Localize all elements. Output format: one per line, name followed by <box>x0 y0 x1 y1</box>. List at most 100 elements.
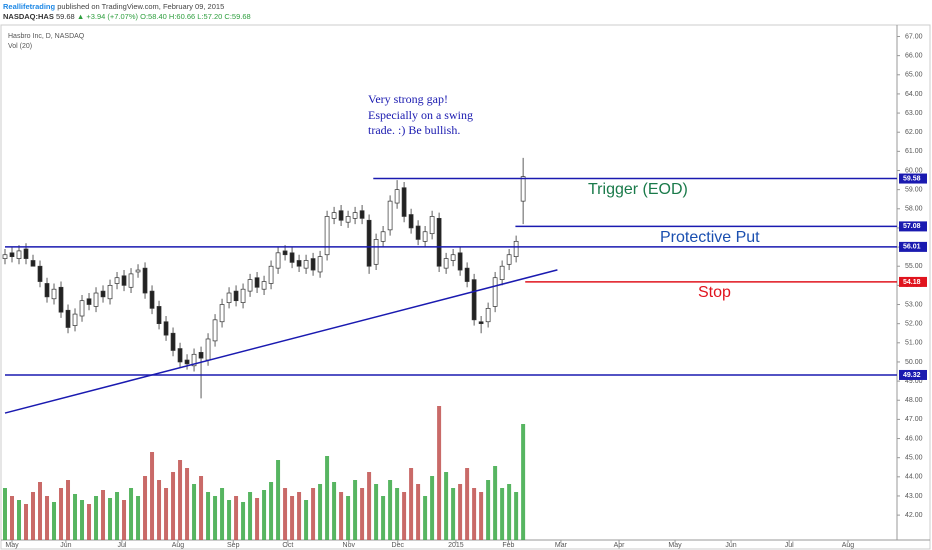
candle-body <box>415 225 421 240</box>
volume-bar <box>206 492 211 540</box>
volume-bar <box>458 484 463 540</box>
y-tick-label: 66.00 <box>905 52 923 59</box>
candle-body <box>170 332 176 351</box>
volume-bar <box>402 492 407 540</box>
candle-body <box>492 277 498 307</box>
y-tick-label: 67.00 <box>905 33 923 40</box>
volume-bar <box>409 468 414 540</box>
volume-bar <box>45 496 50 540</box>
volume-bar <box>248 492 253 540</box>
chart-title: Hasbro Inc, D, NASDAQ <box>8 33 85 40</box>
volume-bar <box>276 460 281 540</box>
volume-bar <box>94 496 99 540</box>
level-label: 49.32 <box>903 372 921 379</box>
candle-body <box>16 250 22 259</box>
stop-label: Stop <box>698 284 731 301</box>
volume-bar <box>283 488 288 540</box>
change: ▲ +3.94 (+7.07%) <box>77 12 139 21</box>
level-tag <box>899 369 927 380</box>
candle-body <box>310 258 316 271</box>
volume-bar <box>234 496 239 540</box>
level-tag <box>899 173 927 184</box>
candle-body <box>422 231 428 242</box>
y-tick-label: 51.00 <box>905 340 923 347</box>
candle-body <box>296 260 302 267</box>
candle-body <box>317 256 323 273</box>
candle-body <box>30 260 36 267</box>
volume-bar <box>444 472 449 540</box>
close: C:59.68 <box>224 12 250 21</box>
author: Reallifetrading <box>3 2 56 11</box>
candle-body <box>135 269 141 273</box>
level-tag <box>899 221 927 232</box>
low: L:57.20 <box>197 12 222 21</box>
x-tick-label: Nov <box>343 542 356 549</box>
x-tick-label: Sep <box>227 542 240 549</box>
x-tick-label: Apr <box>614 542 626 549</box>
candle-body <box>506 254 512 265</box>
volume-bar <box>213 496 218 540</box>
volume-bar <box>101 490 106 540</box>
candle-body <box>79 300 85 317</box>
volume-bar <box>143 476 148 540</box>
candle-body <box>513 240 519 258</box>
y-tick-label: 52.00 <box>905 321 923 328</box>
candle-body <box>289 252 295 263</box>
x-tick-label: 2015 <box>448 542 464 549</box>
candle-body <box>471 279 477 321</box>
candle-body <box>275 252 281 269</box>
candle-body <box>191 353 197 367</box>
y-tick-label: 45.00 <box>905 455 923 462</box>
x-tick-label: Oct <box>282 542 293 549</box>
y-tick-label: 65.00 <box>905 72 923 79</box>
candle-body <box>359 210 365 219</box>
trendline <box>4 269 558 414</box>
candle-body <box>2 254 8 259</box>
x-tick-label: Aug <box>842 542 855 549</box>
volume-bar <box>38 482 43 540</box>
x-tick-label: Dec <box>392 542 405 549</box>
volume-bar <box>360 488 365 540</box>
candle-body <box>436 218 442 267</box>
volume-bar <box>17 500 22 540</box>
volume-bar <box>297 492 302 540</box>
candle-body <box>261 281 267 290</box>
volume-bar <box>346 496 351 540</box>
candle-body <box>457 252 463 271</box>
candle-body <box>520 176 526 202</box>
volume-bar <box>521 424 526 540</box>
volume-bar <box>514 492 519 540</box>
volume-bar <box>31 492 36 540</box>
candle-body <box>352 212 358 219</box>
candle-body <box>142 267 148 294</box>
volume-bar <box>325 456 330 540</box>
volume-bar <box>388 480 393 540</box>
y-tick-label: 46.00 <box>905 435 923 442</box>
candle-body <box>37 265 43 282</box>
x-tick-label: May <box>5 542 19 549</box>
y-tick-label: 61.00 <box>905 148 923 155</box>
candle-body <box>345 216 351 223</box>
candle-body <box>128 273 134 288</box>
y-tick-label: 59.00 <box>905 186 923 193</box>
y-tick-label: 58.00 <box>905 206 923 213</box>
y-tick-label: 64.00 <box>905 91 923 98</box>
volume-bar <box>500 488 505 540</box>
candle-body <box>72 313 78 326</box>
candle-body <box>401 187 407 217</box>
note: Especially on a swing <box>368 108 473 122</box>
candle-body <box>184 359 190 365</box>
volume-bar <box>269 482 274 540</box>
published: published on TradingView.com, February 0… <box>57 2 224 11</box>
y-tick-label: 49.00 <box>905 378 923 385</box>
volume-bar <box>192 484 197 540</box>
volume-bar <box>381 496 386 540</box>
volume-bar <box>353 480 358 540</box>
volume-bar <box>430 476 435 540</box>
candle-body <box>394 189 400 204</box>
candle-body <box>163 321 169 336</box>
volume-bar <box>486 480 491 540</box>
symbol: NASDAQ:HAS <box>3 12 54 21</box>
quote-line: NASDAQ:HAS 59.68 ▲ +3.94 (+7.07%) O:58.4… <box>3 12 251 21</box>
volume-bar <box>157 480 162 540</box>
